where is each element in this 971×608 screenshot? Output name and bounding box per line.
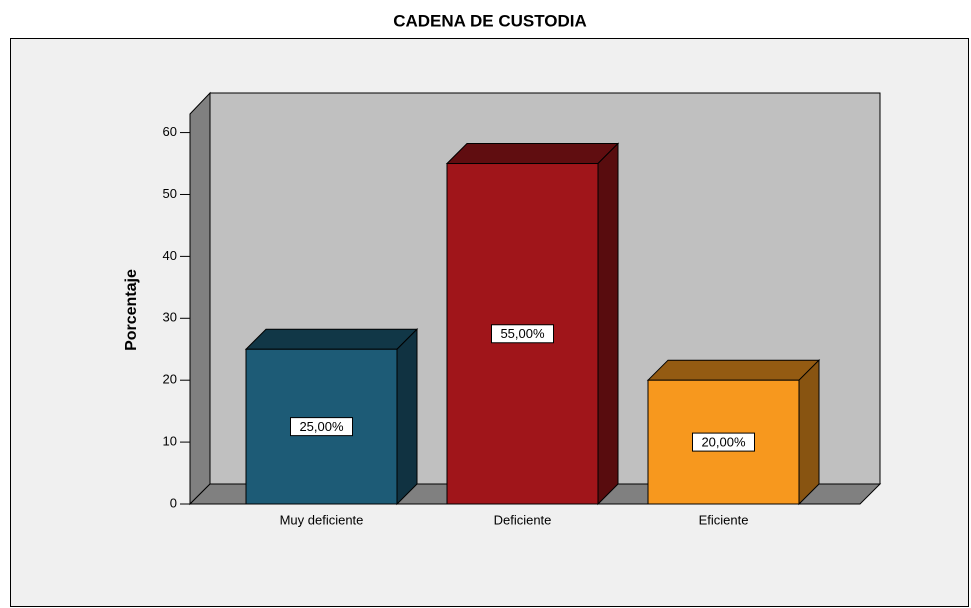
y-tick-label: 40 bbox=[163, 248, 177, 263]
x-tick-label: Muy deficiente bbox=[280, 512, 364, 527]
bar-top bbox=[646, 359, 821, 381]
bar-top bbox=[445, 143, 620, 165]
y-tick-label: 10 bbox=[163, 434, 177, 449]
bar-side bbox=[597, 142, 619, 506]
x-tick-label: Deficiente bbox=[494, 512, 552, 527]
value-label-box bbox=[290, 417, 353, 437]
y-axis-label: Porcentaje bbox=[123, 269, 140, 351]
value-label: 55,00% bbox=[500, 326, 545, 341]
y-tick-label: 20 bbox=[163, 372, 177, 387]
value-label: 20,00% bbox=[701, 435, 746, 450]
chart-title: CADENA DE CUSTODIA bbox=[393, 11, 587, 30]
left-wall bbox=[189, 91, 211, 506]
bar-side bbox=[396, 328, 418, 506]
value-label-box bbox=[692, 432, 755, 452]
x-tick-label: Eficiente bbox=[699, 512, 749, 527]
value-label-box bbox=[491, 324, 554, 344]
y-tick-label: 50 bbox=[163, 186, 177, 201]
bar-top bbox=[244, 328, 419, 350]
y-tick-label: 0 bbox=[170, 495, 177, 510]
value-label: 25,00% bbox=[299, 419, 344, 434]
y-tick-label: 30 bbox=[163, 310, 177, 325]
y-tick-label: 60 bbox=[163, 124, 177, 139]
bar-side bbox=[798, 358, 820, 506]
